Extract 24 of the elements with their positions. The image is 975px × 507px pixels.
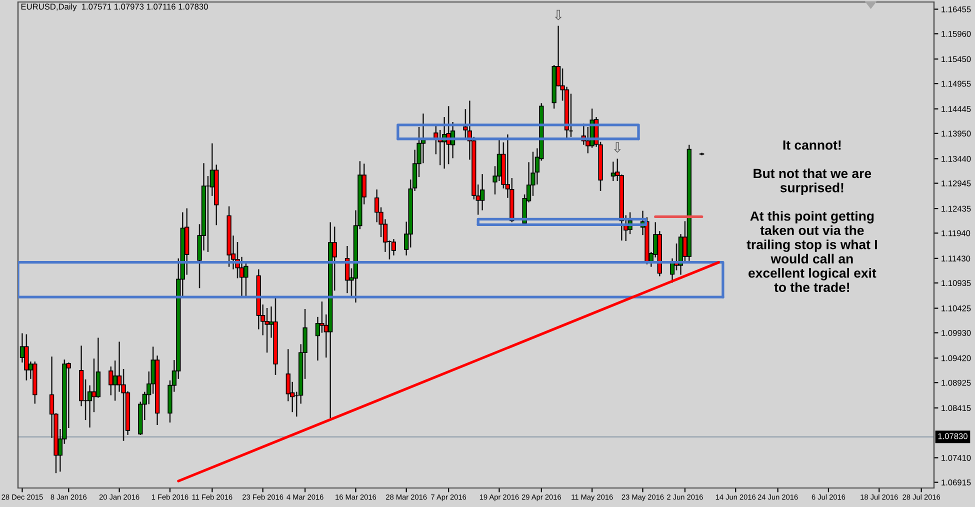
annotation: ⇩: [554, 10, 562, 20]
y-tick-label: 1.08925: [942, 380, 971, 386]
y-tick-label: 1.15450: [942, 56, 971, 62]
y-tick-label: 1.07410: [942, 454, 971, 461]
y-tick-label: 1.11940: [942, 230, 970, 236]
y-tick-label: 1.16455: [942, 6, 971, 12]
y-tick-label: 1.09420: [942, 355, 971, 362]
y-tick-label: 1.06915: [942, 479, 971, 486]
y-tick-label: 1.08415: [942, 405, 971, 412]
y-tick-label: 1.15960: [942, 30, 971, 37]
y-tick-label: 1.13440: [942, 156, 971, 162]
y-tick-label: 1.10935: [942, 280, 971, 286]
ref-line-label: 1.07830: [938, 433, 968, 440]
text: It cannot! But not that we are surprised! At this point getting taken out via the trailing stop is what I would call an excellent logical exit to the trade!: [746, 140, 877, 292]
y-tick-label: 1.14445: [942, 106, 971, 112]
y-tick-label: 1.14955: [942, 80, 971, 87]
y-tick-label: 1.09930: [942, 330, 971, 336]
y-tick-label: 1.10425: [942, 305, 971, 312]
chart-title: EURUSD,Daily 1.07571 1.07973 1.07116 1.07830: [21, 3, 208, 12]
y-tick-label: 1.12435: [942, 206, 971, 212]
y-tick-label: 1.12945: [942, 180, 971, 186]
y-tick-label: 1.13950: [942, 130, 971, 137]
y-tick-label: 1.11430: [942, 256, 970, 262]
annotation: ⇩: [614, 142, 621, 153]
